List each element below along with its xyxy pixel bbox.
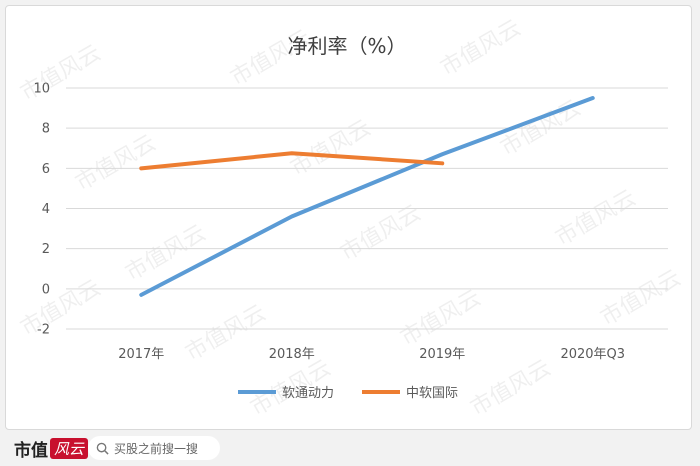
watermark-text: 市值风云 (17, 41, 106, 107)
y-tick-label: 8 (42, 122, 50, 137)
watermark-text: 市值风云 (122, 221, 211, 287)
watermark-text: 市值风云 (17, 276, 106, 342)
watermark-text: 市值风云 (72, 131, 161, 197)
legend-label: 软通动力 (282, 386, 334, 401)
footer-bar: 市值 风云 买股之前搜一搜 (0, 430, 700, 466)
x-axis-ticks: 2017年 2018年 2019年 2020年Q3 (118, 347, 625, 362)
watermark-text: 市值风云 (597, 266, 686, 332)
watermark-text: 市值风云 (182, 301, 271, 367)
series-lines (139, 96, 595, 297)
gridlines (66, 87, 668, 330)
chart-legend: 软通动力 中软国际 (238, 386, 458, 401)
brand-logo-text: 市值 (14, 440, 48, 461)
x-tick-label: 2017年 (118, 347, 164, 362)
watermark-text: 市值风云 (397, 286, 486, 352)
series-line (139, 151, 445, 171)
x-tick-label: 2018年 (269, 347, 315, 362)
search-input[interactable]: 买股之前搜一搜 (88, 436, 220, 460)
search-placeholder: 买股之前搜一搜 (114, 441, 199, 456)
x-tick-label: 2019年 (419, 347, 465, 362)
x-tick-label: 2020年Q3 (560, 347, 625, 362)
brand-logo[interactable]: 市值 风云 (14, 437, 89, 461)
brand-logo-mark: 风云 (50, 437, 89, 459)
chart-title: 净利率（%） (287, 34, 406, 58)
y-axis-ticks: -2 0 2 4 6 8 10 (33, 82, 50, 338)
watermark-text: 市值风云 (552, 186, 641, 252)
chart-card: 市值风云 市值风云 市值风云 市值风云 市值风云 市值风云 市值风云 市值风云 市值风云 市值风云… (5, 5, 692, 430)
watermark-text: 市值风云 (467, 356, 556, 422)
y-tick-label: 2 (42, 242, 50, 257)
y-tick-label: -2 (37, 323, 50, 338)
y-tick-label: 6 (42, 162, 50, 177)
search-icon (96, 442, 109, 455)
y-tick-label: 0 (42, 282, 50, 297)
watermark-text: 市值风云 (287, 116, 376, 182)
y-tick-label: 4 (42, 202, 50, 217)
watermark-text: 市值风云 (337, 201, 426, 267)
y-tick-label: 10 (33, 82, 50, 97)
legend-label: 中软国际 (406, 386, 458, 401)
series-line (139, 96, 595, 297)
watermark-text: 市值风云 (437, 16, 526, 82)
